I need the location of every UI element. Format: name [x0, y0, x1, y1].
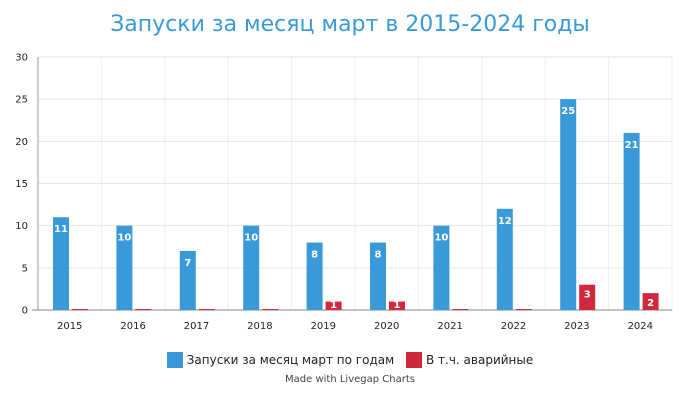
bar-launches	[306, 242, 323, 310]
data-label-launches: 10	[434, 233, 448, 244]
legend-swatch-failures	[405, 352, 422, 368]
bar-failures	[452, 309, 469, 310]
x-tick-label: 2021	[437, 321, 462, 332]
legend-item-failures[interactable]: В т.ч. аварийные	[405, 352, 534, 368]
bar-launches	[370, 242, 386, 310]
credit-text[interactable]: Made with Livegap Charts	[285, 374, 415, 385]
bar-launches	[116, 225, 133, 310]
legend-swatch-launches	[166, 352, 183, 368]
data-label-launches: 8	[375, 250, 382, 261]
x-tick-label: 2023	[564, 321, 589, 332]
bar-failures	[515, 309, 532, 310]
legend: Запуски за месяц март по годам В т.ч. ав…	[0, 352, 700, 371]
y-tick-label: 30	[15, 53, 28, 64]
bar-launches	[53, 217, 69, 310]
data-label-launches: 7	[184, 258, 191, 269]
data-label-failures: 3	[584, 290, 591, 301]
bar-launches	[496, 208, 513, 310]
bar-launches	[623, 132, 640, 310]
data-label-launches: 21	[625, 140, 639, 151]
data-label-launches: 10	[117, 233, 131, 244]
x-tick-label: 2016	[120, 321, 145, 332]
bar-failures	[325, 301, 342, 310]
y-tick-label: 5	[22, 263, 28, 274]
x-tick-label: 2018	[247, 321, 272, 332]
x-tick-label: 2015	[57, 321, 82, 332]
x-tick-label: 2024	[628, 321, 653, 332]
data-label-launches: 12	[498, 216, 512, 227]
bar-launches	[179, 250, 196, 310]
chart-title: Запуски за месяц март в 2015-2024 годы	[110, 12, 590, 37]
y-tick-label: 10	[15, 221, 28, 232]
data-label-failures: 2	[647, 298, 654, 309]
y-tick-label: 0	[22, 306, 28, 317]
x-tick-label: 2020	[374, 321, 399, 332]
data-label-failures: 1	[330, 300, 337, 311]
bar-launches	[433, 225, 450, 310]
y-tick-label: 15	[15, 179, 28, 190]
bar-failures	[642, 293, 659, 310]
data-label-launches: 10	[244, 233, 258, 244]
legend-item-launches[interactable]: Запуски за месяц март по годам	[166, 352, 395, 368]
x-tick-label: 2017	[184, 321, 209, 332]
bar-failures	[579, 284, 596, 310]
bar-failures	[72, 309, 88, 310]
legend-label-failures: В т.ч. аварийные	[425, 353, 534, 367]
legend-label-launches: Запуски за месяц март по годам	[186, 353, 395, 367]
bar-failures	[135, 309, 152, 310]
data-label-failures: 1	[394, 300, 401, 311]
data-label-launches: 25	[561, 106, 575, 117]
data-label-launches: 8	[311, 250, 318, 261]
x-tick-label: 2019	[311, 321, 336, 332]
bar-launches	[243, 225, 260, 310]
bar-failures	[198, 309, 215, 310]
bar-failures	[389, 301, 405, 310]
data-label-launches: 11	[54, 224, 68, 235]
y-tick-label: 25	[15, 95, 28, 106]
y-tick-label: 20	[15, 137, 28, 148]
bar-failures	[262, 309, 279, 310]
x-tick-label: 2022	[501, 321, 526, 332]
bar-launches	[560, 99, 577, 311]
